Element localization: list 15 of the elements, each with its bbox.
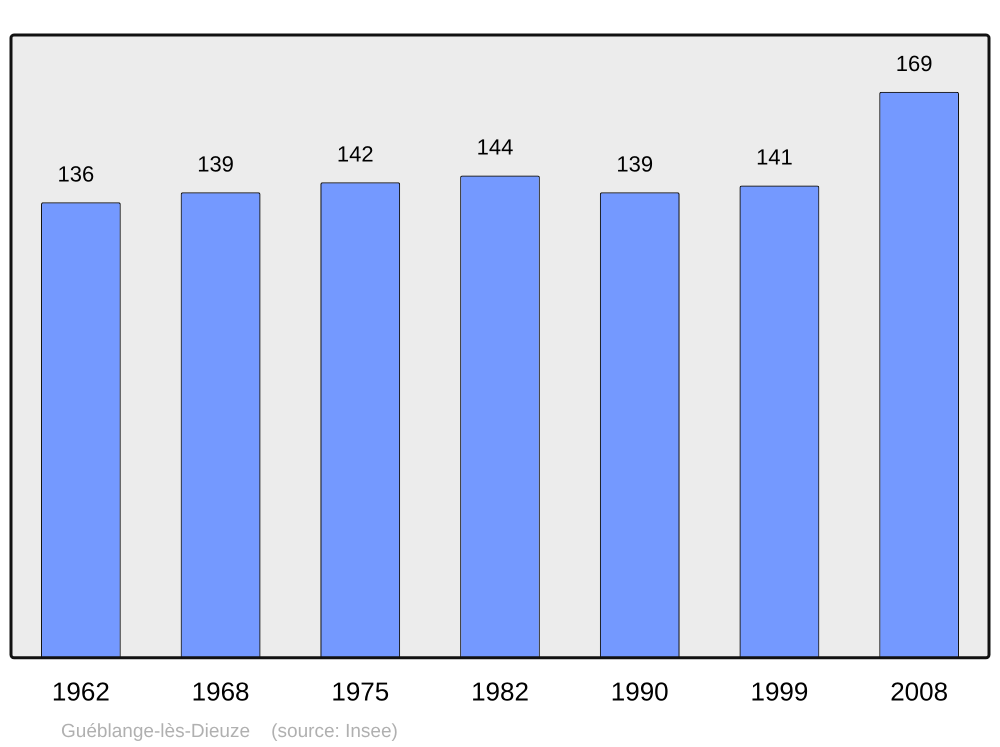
- data-label: 139: [197, 151, 234, 176]
- x-tick-label: 1999: [750, 676, 808, 707]
- data-label: 144: [476, 134, 514, 160]
- x-tick-label: 2008: [890, 676, 948, 707]
- x-tick-label: 1982: [471, 676, 529, 707]
- data-label: 142: [336, 141, 374, 166]
- text: Guéblange-lès-Dieuze (source: Insee): [61, 721, 398, 742]
- x-tick-label: 1990: [610, 676, 669, 707]
- x-tick-label: 1975: [331, 676, 390, 707]
- data-label: 136: [58, 161, 94, 186]
- data-label: 139: [616, 151, 654, 176]
- data-label: 169: [896, 50, 932, 76]
- data-label: 141: [756, 144, 793, 170]
- x-tick-label: 1968: [192, 676, 250, 707]
- x-tick-label: 1962: [52, 676, 110, 707]
